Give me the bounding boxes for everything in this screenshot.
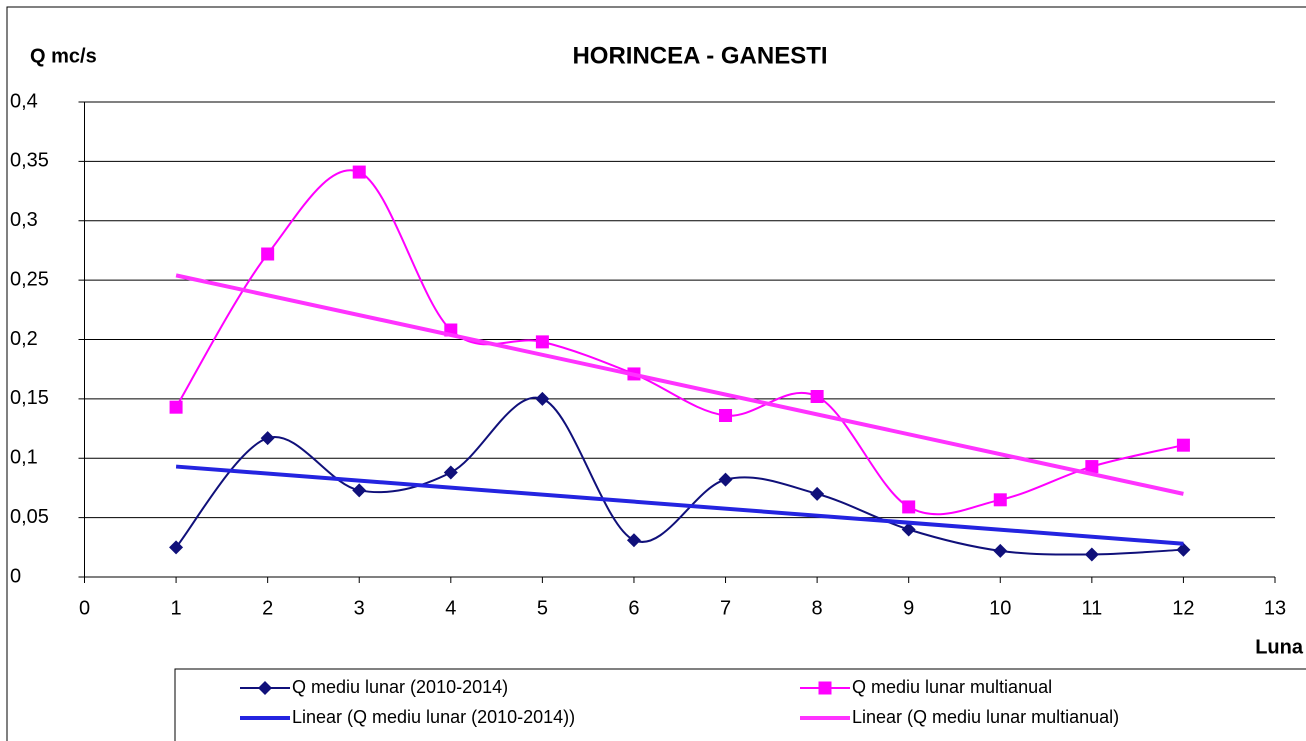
marker	[1176, 438, 1190, 452]
marker	[810, 390, 824, 403]
x-tick-label: 0	[79, 597, 90, 619]
marker	[352, 483, 367, 498]
x-tick-label: 11	[1081, 597, 1102, 619]
x-tick-label: 9	[903, 597, 914, 619]
marker	[810, 486, 825, 501]
y-tick-label: 0,3	[10, 209, 38, 231]
y-axis-label: Q mc/s	[30, 45, 97, 67]
y-tick-label: 0,35	[10, 150, 49, 172]
marker	[718, 472, 733, 487]
x-tick-label: 7	[720, 597, 731, 619]
marker	[626, 533, 641, 548]
marker	[535, 391, 550, 406]
y-tick-label: 0,1	[10, 447, 38, 469]
legend-label: Linear (Q mediu lunar (2010-2014))	[292, 707, 575, 727]
marker	[261, 247, 275, 261]
y-tick-label: 0	[10, 565, 21, 587]
marker	[260, 431, 275, 446]
marker	[169, 400, 183, 414]
x-tick-label: 8	[812, 597, 823, 619]
x-tick-label: 5	[537, 597, 548, 619]
series-line	[175, 464, 1184, 546]
y-tick-label: 0,2	[10, 328, 38, 350]
marker	[535, 335, 549, 349]
x-axis-label: Luna	[1255, 636, 1304, 658]
chart-title: HORINCEA - GANESTI	[572, 42, 827, 69]
series-line	[175, 273, 1184, 496]
marker	[902, 500, 916, 514]
marker	[719, 409, 733, 422]
marker	[443, 465, 458, 480]
marker	[818, 681, 832, 695]
x-tick-label: 1	[171, 597, 182, 619]
y-tick-label: 0,25	[10, 268, 49, 290]
marker	[352, 165, 366, 179]
marker	[901, 522, 916, 537]
chart-frame	[6, 6, 1306, 741]
x-tick-label: 12	[1172, 597, 1194, 619]
legend-label: Linear (Q mediu lunar multianual)	[852, 707, 1119, 727]
legend-box	[174, 668, 1306, 741]
y-tick-label: 0,4	[10, 90, 38, 112]
marker	[993, 493, 1007, 507]
x-tick-label: 6	[628, 597, 639, 619]
x-tick-label: 4	[445, 597, 456, 619]
marker	[1084, 547, 1099, 562]
x-tick-label: 13	[1264, 597, 1286, 619]
x-tick-label: 2	[262, 597, 273, 619]
y-tick-label: 0,05	[10, 506, 49, 528]
marker	[1176, 542, 1191, 557]
legend-label: Q mediu lunar (2010-2014)	[292, 677, 508, 697]
marker	[993, 543, 1008, 558]
marker	[258, 681, 272, 695]
x-tick-label: 3	[354, 597, 365, 619]
marker	[1085, 460, 1099, 474]
marker	[169, 540, 184, 555]
legend-label: Q mediu lunar multianual	[852, 677, 1052, 697]
x-tick-label: 10	[989, 597, 1011, 619]
y-tick-label: 0,15	[10, 387, 49, 409]
